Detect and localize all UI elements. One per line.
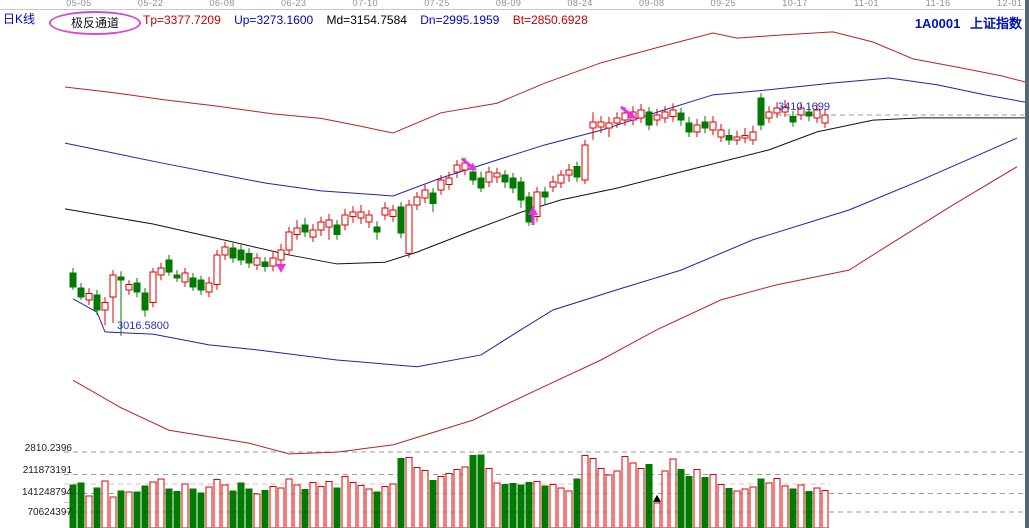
symbol-code: 1A0001 <box>914 16 961 31</box>
last-price-annotation: 3410.1699 <box>778 101 830 113</box>
param-bt: Bt=2850.6928 <box>512 13 588 27</box>
date-tick: 05-22 <box>137 0 164 8</box>
symbol-title: 1A0001 上证指数 <box>909 13 1022 32</box>
right-border-bar <box>1025 0 1029 528</box>
date-tick: 11-16 <box>925 0 951 8</box>
channel-indicator-badge[interactable]: 极反通道 <box>49 11 141 35</box>
volume-axis-label: 211873191 <box>22 465 72 476</box>
date-tick: 07-25 <box>424 0 450 8</box>
date-tick: 08-24 <box>567 0 593 8</box>
date-tick: 11-01 <box>854 0 880 8</box>
kline-period-label: 日K线 <box>3 12 36 26</box>
symbol-name: 上证指数 <box>969 16 1022 31</box>
volume-axis-label: 70624397 <box>27 507 73 518</box>
date-tick: 07-10 <box>352 0 379 8</box>
volume-axis-label: 141248794 <box>21 487 72 498</box>
date-tick: 08-09 <box>495 0 522 8</box>
param-tp: Tp=3377.7209 <box>143 13 221 27</box>
low-price-annotation: 3016.5800 <box>117 320 169 332</box>
date-tick: 06-08 <box>209 0 235 8</box>
param-up: Up=3273.1600 <box>234 13 314 27</box>
param-md: Md=3154.7584 <box>326 13 407 27</box>
date-tick: 12-01 <box>997 0 1023 8</box>
date-tick: 06-23 <box>281 0 307 8</box>
param-dn: Dn=2995.1959 <box>420 13 500 27</box>
price-axis-label: 2810.2396 <box>24 443 72 454</box>
date-tick: 05-05 <box>66 0 92 8</box>
date-tick: 09-08 <box>639 0 665 8</box>
date-tick: 09-25 <box>710 0 737 8</box>
channel-parameter-values: Tp=3377.7209 Up=3273.1600 Md=3154.7584 D… <box>143 13 598 27</box>
date-tick: 10-17 <box>782 0 808 8</box>
header-divider <box>0 9 1024 10</box>
